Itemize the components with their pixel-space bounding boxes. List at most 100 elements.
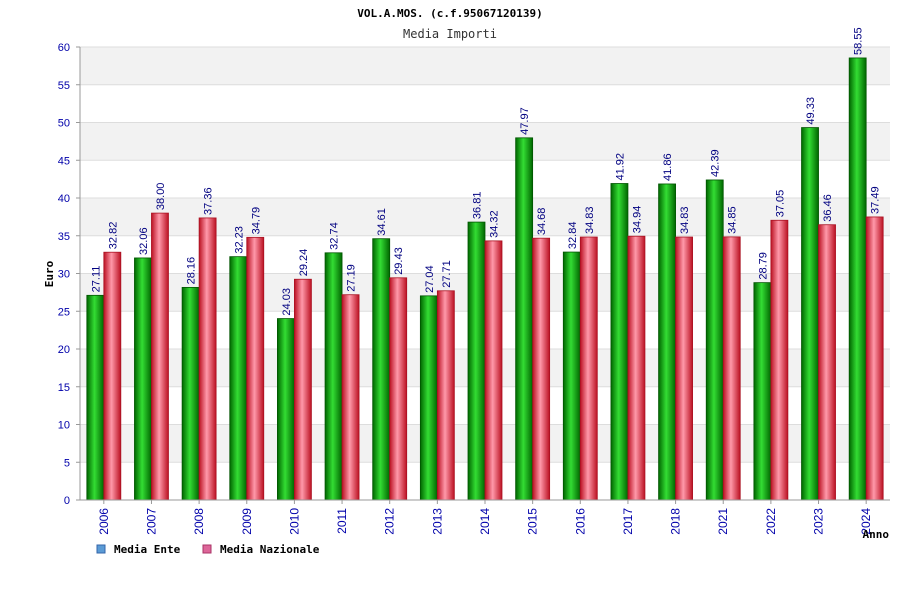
value-label-media-nazionale-2008: 37.36 (203, 187, 215, 215)
value-label-media-ente-2010: 24.03 (281, 288, 293, 316)
x-axis-label: Anno (863, 528, 890, 541)
value-label-media-nazionale-2024: 37.49 (870, 186, 882, 214)
y-tick-label: 30 (58, 269, 70, 281)
x-tick-label-2023: 2023 (812, 508, 826, 535)
y-tick-label: 10 (58, 420, 70, 432)
bar-media-nazionale-2007 (151, 212, 169, 501)
y-tick-label: 35 (58, 231, 70, 243)
legend-label-media-nazionale: Media Nazionale (220, 543, 320, 556)
bar-media-nazionale-2018 (675, 236, 693, 501)
legend-swatch-media-ente (96, 544, 106, 554)
value-label-media-nazionale-2021: 34.85 (727, 206, 739, 234)
value-label-media-nazionale-2018: 34.83 (679, 207, 691, 235)
bar-media-nazionale-2012 (389, 277, 408, 501)
value-label-media-nazionale-2009: 34.79 (250, 207, 262, 235)
x-tick-label-2016: 2016 (573, 508, 587, 535)
value-label-media-nazionale-2006: 32.82 (107, 222, 119, 250)
value-label-media-nazionale-2016: 34.83 (584, 207, 596, 235)
x-tick-label-2018: 2018 (669, 508, 683, 535)
x-tick-label-2021: 2021 (716, 508, 730, 535)
value-label-media-ente-2024: 58.55 (853, 27, 865, 55)
bar-media-ente-2006 (86, 294, 105, 501)
bar-media-nazionale-2011 (341, 294, 360, 501)
value-label-media-ente-2021: 42.39 (710, 149, 722, 177)
y-tick-label: 20 (58, 344, 70, 356)
y-tick-label: 5 (64, 457, 70, 469)
value-label-media-nazionale-2014: 34.32 (489, 210, 501, 238)
x-axis-ticks: 2006 2007 2008 2009 2010 2011 2012 2013 2014 2015… (97, 500, 873, 535)
value-label-media-nazionale-2023: 36.46 (822, 194, 834, 222)
y-axis-label: Euro (43, 260, 56, 287)
bar-media-ente-2017 (610, 183, 629, 501)
bar-media-ente-2022 (753, 282, 772, 501)
bar-media-ente-2012 (372, 238, 391, 501)
value-label-media-ente-2016: 32.84 (567, 222, 579, 250)
bar-media-ente-2015 (515, 137, 534, 501)
chart-subtitle: Media Importi (403, 27, 497, 41)
y-tick-label: 60 (58, 42, 70, 54)
bar-media-nazionale-2015 (532, 237, 551, 501)
bar-media-nazionale-2006 (103, 251, 122, 501)
bar-media-nazionale-2016 (579, 236, 598, 501)
bar-media-nazionale-2010 (294, 278, 312, 501)
value-label-media-ente-2006: 27.11 (90, 266, 102, 293)
bar-media-ente-2018 (658, 183, 676, 501)
bar-media-ente-2010 (277, 318, 295, 501)
bar-media-nazionale-2021 (722, 236, 741, 501)
value-label-media-nazionale-2012: 29.43 (393, 247, 405, 275)
value-label-media-nazionale-2007: 38.00 (155, 183, 167, 211)
grid-band (80, 47, 890, 85)
bar-media-ente-2014 (467, 221, 486, 501)
value-label-media-ente-2015: 47.97 (519, 107, 531, 135)
value-label-media-nazionale-2015: 34.68 (536, 208, 548, 236)
x-tick-label-2009: 2009 (240, 508, 254, 535)
x-tick-label-2024: 2024 (859, 508, 873, 535)
bar-media-nazionale-2023 (818, 224, 836, 501)
x-tick-label-2011: 2011 (335, 508, 349, 534)
y-tick-label: 40 (58, 193, 70, 205)
bar-media-ente-2007 (134, 257, 152, 501)
bar-media-ente-2011 (324, 252, 343, 501)
value-label-media-ente-2022: 28.79 (757, 252, 769, 280)
x-tick-label-2022: 2022 (764, 508, 778, 535)
x-tick-label-2008: 2008 (192, 508, 206, 535)
legend: Media Ente Media Nazionale (96, 543, 320, 556)
x-tick-label-2015: 2015 (526, 508, 540, 535)
x-tick-label-2017: 2017 (621, 508, 635, 535)
x-tick-label-2007: 2007 (144, 508, 158, 535)
value-label-media-nazionale-2017: 34.94 (631, 206, 643, 234)
bars (86, 57, 884, 501)
y-tick-label: 50 (58, 118, 70, 130)
y-tick-label: 0 (64, 495, 70, 507)
x-tick-label-2013: 2013 (430, 508, 444, 535)
bar-media-ente-2013 (419, 295, 438, 501)
bar-media-ente-2009 (229, 256, 248, 501)
value-label-media-ente-2007: 32.06 (138, 227, 150, 255)
y-tick-label: 55 (58, 80, 70, 92)
y-tick-label: 25 (58, 306, 70, 318)
value-label-media-ente-2011: 32.74 (329, 222, 341, 250)
legend-swatch-media-nazionale (202, 544, 212, 554)
x-tick-label-2006: 2006 (97, 508, 111, 535)
value-label-media-ente-2018: 41.86 (662, 153, 674, 181)
value-label-media-ente-2012: 34.61 (376, 208, 388, 236)
value-label-media-nazionale-2011: 27.19 (346, 264, 358, 292)
grid-band (80, 160, 890, 198)
bar-media-nazionale-2022 (770, 219, 789, 501)
chart-title: VOL.A.MOS. (c.f.95067120139) (357, 7, 542, 20)
bar-media-ente-2024 (848, 57, 867, 501)
bar-media-nazionale-2009 (246, 236, 265, 501)
y-axis-ticks: 0 5 10 15 20 25 30 35 40 45 50 55 60 (58, 42, 70, 507)
value-label-media-ente-2008: 28.16 (186, 257, 198, 285)
bar-media-nazionale-2014 (484, 240, 503, 501)
legend-label-media-ente: Media Ente (114, 543, 181, 556)
bar-media-ente-2016 (562, 251, 581, 501)
x-tick-label-2010: 2010 (287, 508, 301, 535)
value-label-media-ente-2013: 27.04 (424, 265, 436, 293)
bar-media-ente-2023 (801, 127, 819, 501)
grid-band (80, 84, 890, 123)
bar-media-nazionale-2017 (627, 235, 646, 501)
value-labels: 27.11 32.82 32.06 38.00 28.16 37.36 32.23 34.79… (90, 27, 881, 315)
bar-media-ente-2008 (181, 286, 200, 501)
